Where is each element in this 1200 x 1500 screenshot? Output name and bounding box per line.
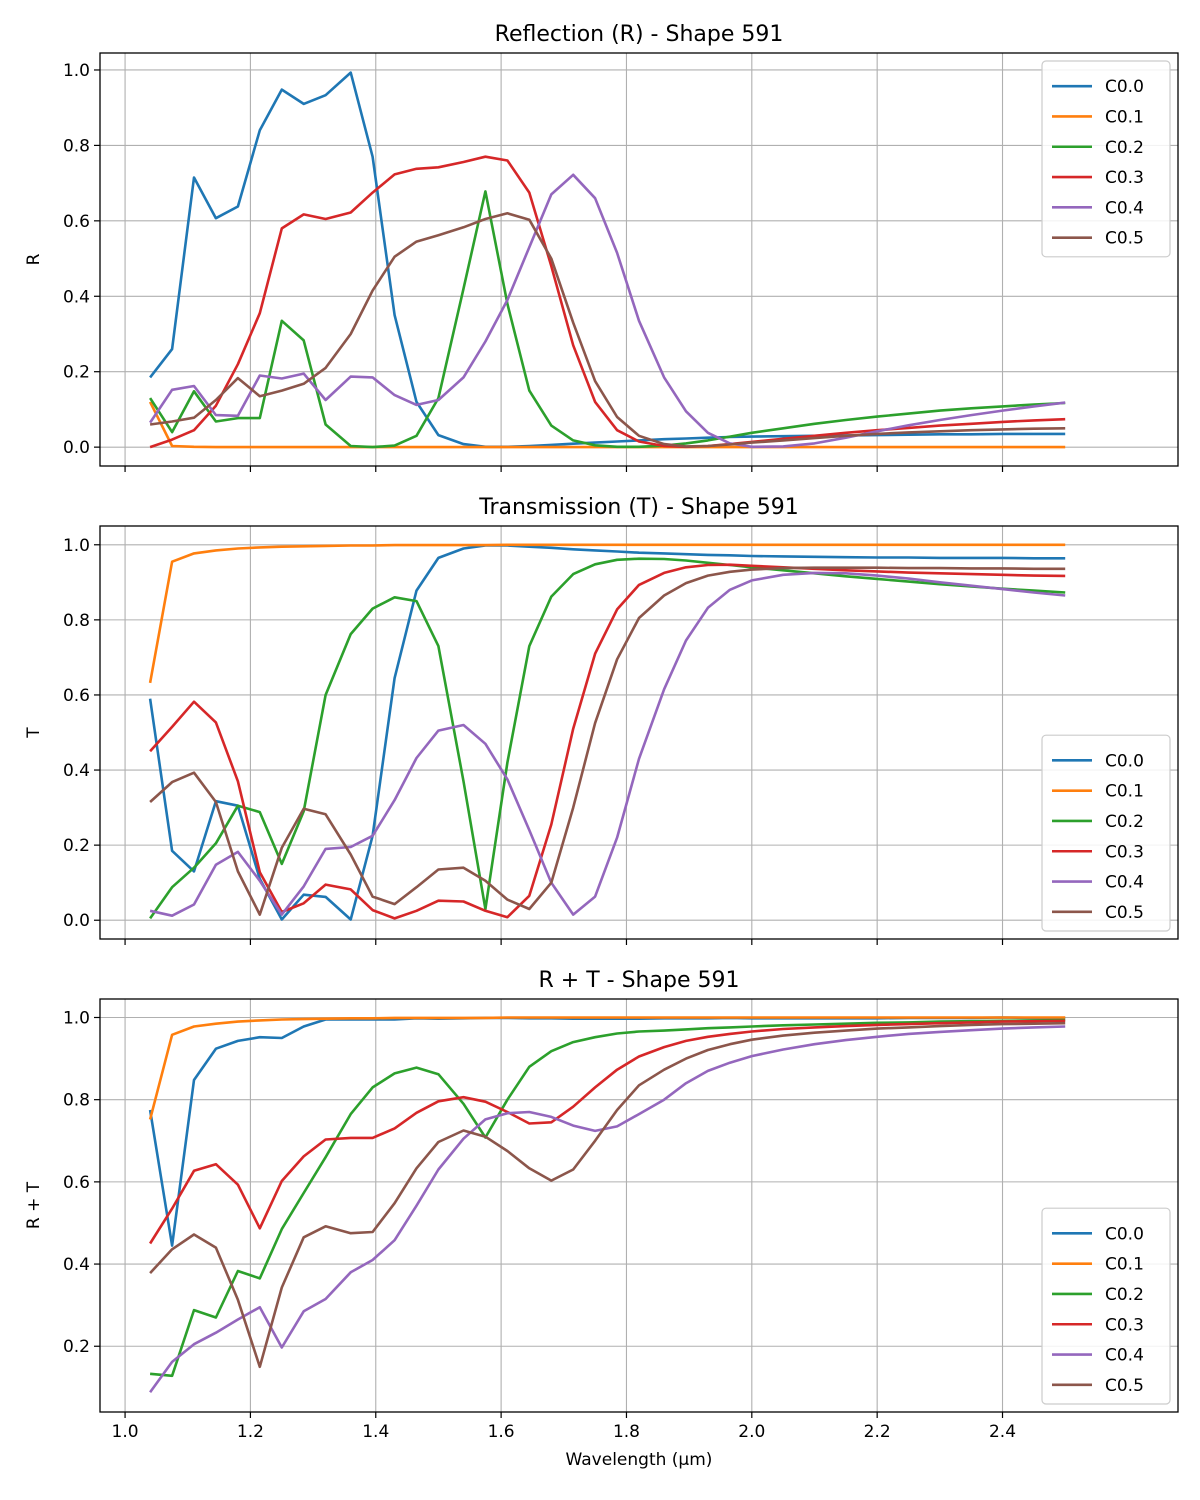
y-tick-label: 0.2 (63, 836, 90, 856)
legend-label-C0.4: C0.4 (1105, 1346, 1144, 1366)
y-tick-label: 1.0 (63, 1008, 90, 1028)
y-tick-label: 0.8 (63, 136, 90, 156)
chart-title: Transmission (T) - Shape 591 (478, 495, 799, 520)
y-tick-label: 0.2 (63, 1337, 90, 1357)
series-line-C0.1 (148, 1016, 1066, 1120)
legend: C0.0 C0.1 C0.2 C0.3 C0.4 C0.5 (1041, 1207, 1171, 1405)
legend-label-C0.0: C0.0 (1105, 77, 1144, 97)
series-line-C0.5 (149, 566, 1066, 916)
legend-label-C0.2: C0.2 (1105, 812, 1144, 832)
series-line-C0.2 (149, 1018, 1066, 1378)
x-tick-label: 1.4 (362, 1422, 389, 1442)
legend-label-C0.2: C0.2 (1105, 138, 1144, 158)
legend-label-C0.0: C0.0 (1105, 1224, 1144, 1244)
legend-label-C0.5: C0.5 (1105, 903, 1144, 923)
axes-frame (99, 525, 1179, 940)
y-tick-label: 0.0 (63, 438, 90, 458)
y-tick-label: 0.6 (63, 212, 90, 232)
series-line-C0.5 (149, 1021, 1066, 1369)
legend-label-C0.1: C0.1 (1105, 782, 1144, 802)
axes-frame (99, 998, 1179, 1413)
legend-label-C0.4: C0.4 (1105, 873, 1144, 893)
x-tick-label: 1.8 (613, 1422, 640, 1442)
legend: C0.0 C0.1 C0.2 C0.3 C0.4 C0.5 (1041, 60, 1171, 258)
legend-label-C0.3: C0.3 (1105, 842, 1144, 862)
y-tick-label: 0.8 (63, 1091, 90, 1111)
chart-panel-3: 1.0 1.2 1.4 1.6 1.8 2.0 2.2 2.4 0.2 0.4 0.6 0.8 1.0 R… (24, 968, 1179, 1470)
y-tick-label: 0.6 (63, 686, 90, 706)
y-axis-label: T (24, 727, 44, 739)
y-tick-label: 0.8 (63, 611, 90, 631)
x-tick-label: 1.0 (112, 1422, 139, 1442)
y-tick-label: 0.4 (63, 761, 90, 781)
legend-label-C0.4: C0.4 (1105, 198, 1144, 218)
legend-label-C0.3: C0.3 (1105, 168, 1144, 188)
y-tick-label: 0.4 (63, 287, 90, 307)
legend-label-C0.5: C0.5 (1105, 229, 1144, 249)
series-line-C0.4 (149, 173, 1066, 449)
legend-label-C0.1: C0.1 (1105, 1255, 1144, 1275)
x-tick-label: 1.6 (488, 1422, 515, 1442)
y-tick-label: 1.0 (63, 536, 90, 556)
legend: C0.0 C0.1 C0.2 C0.3 C0.4 C0.5 (1041, 734, 1171, 932)
legend-label-C0.3: C0.3 (1105, 1315, 1144, 1335)
axes-frame (99, 52, 1179, 467)
legend-label-C0.1: C0.1 (1105, 107, 1144, 127)
y-tick-label: 0.4 (63, 1255, 90, 1275)
y-tick-label: 0.6 (63, 1173, 90, 1193)
series-line-C0.1 (148, 543, 1066, 684)
series-line-C0.3 (149, 1019, 1066, 1245)
chart-title: R + T - Shape 591 (539, 968, 740, 993)
y-tick-label: 1.0 (63, 61, 90, 81)
x-tick-label: 1.2 (237, 1422, 264, 1442)
chart-panel-1: 0.0 0.2 0.4 0.6 0.8 1.0 Reflection (R) - Shape… (24, 22, 1179, 472)
series-line-C0.1 (148, 401, 1066, 449)
x-tick-label: 2.2 (864, 1422, 891, 1442)
legend-label-C0.2: C0.2 (1105, 1285, 1144, 1305)
y-axis-label: R (24, 253, 44, 265)
chart-title: Reflection (R) - Shape 591 (495, 22, 784, 47)
series-line-C0.3 (149, 155, 1066, 449)
series-line-C0.2 (149, 190, 1066, 449)
legend-label-C0.0: C0.0 (1105, 751, 1144, 771)
series-line-C0.0 (149, 71, 1066, 449)
y-axis-label: R + T (24, 1181, 44, 1229)
series-line-C0.5 (149, 212, 1066, 448)
series-line-C0.4 (149, 571, 1066, 918)
x-tick-label: 2.4 (989, 1422, 1016, 1442)
y-tick-label: 0.2 (63, 363, 90, 383)
x-axis-label: Wavelength (μm) (566, 1450, 713, 1470)
chart-panel-2: 0.0 0.2 0.4 0.6 0.8 1.0 Transmission (T) - Sha… (24, 495, 1179, 945)
series-line-C0.4 (149, 1025, 1066, 1394)
series-line-C0.2 (149, 557, 1066, 920)
legend-label-C0.5: C0.5 (1105, 1376, 1144, 1396)
x-tick-label: 2.0 (738, 1422, 765, 1442)
series-line-C0.0 (148, 544, 1066, 921)
series-line-C0.0 (148, 1016, 1066, 1247)
y-tick-label: 0.0 (63, 911, 90, 931)
